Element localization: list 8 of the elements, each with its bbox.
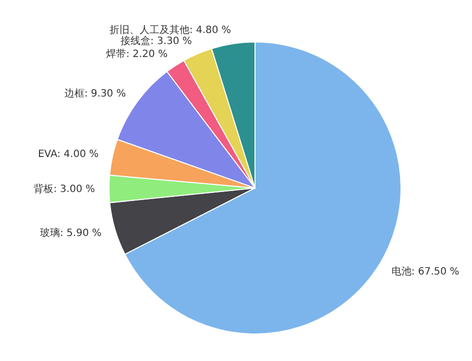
slice-label: 背板: 3.00 % bbox=[34, 183, 96, 196]
slice-label: 边框: 9.30 % bbox=[64, 88, 126, 100]
slice-label: 电池: 67.50 % bbox=[391, 266, 460, 278]
slice-label: 折旧、人工及其他: 4.80 % bbox=[109, 24, 231, 36]
slice-label: EVA: 4.00 % bbox=[38, 149, 99, 160]
slice-label: 玻璃: 5.90 % bbox=[40, 227, 102, 240]
slice-label: 焊带: 2.20 % bbox=[106, 48, 168, 60]
slice-label: 接线盒: 3.30 % bbox=[120, 34, 192, 47]
